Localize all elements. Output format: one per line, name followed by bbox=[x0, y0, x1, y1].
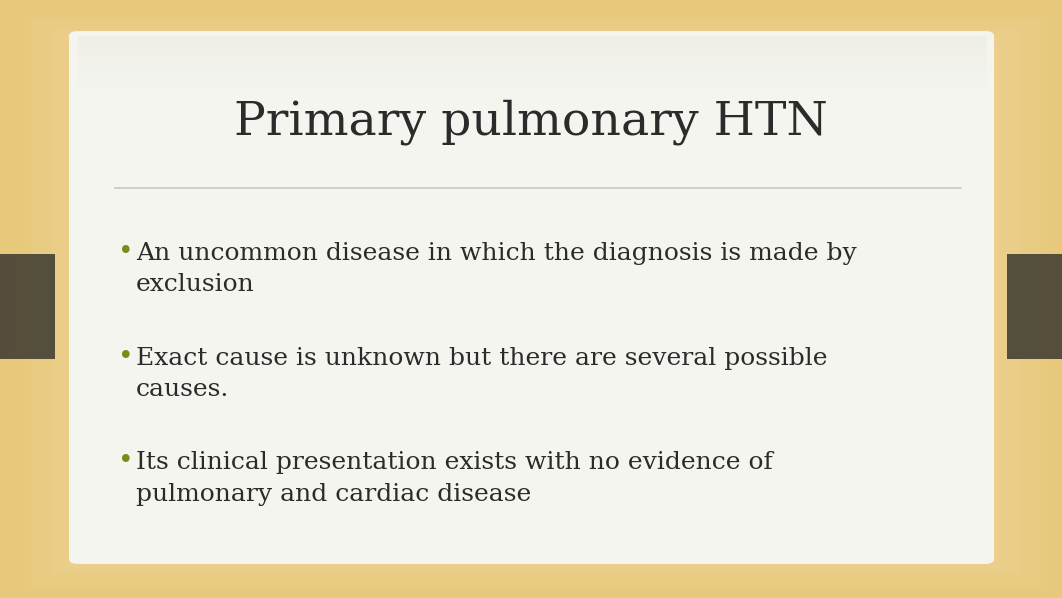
Text: •: • bbox=[118, 239, 133, 265]
Text: Exact cause is unknown but there are several possible
causes.: Exact cause is unknown but there are sev… bbox=[136, 347, 827, 401]
Text: An uncommon disease in which the diagnosis is made by
exclusion: An uncommon disease in which the diagnos… bbox=[136, 242, 857, 296]
Bar bbox=[0, 254, 55, 359]
Bar bbox=[1007, 254, 1062, 359]
Text: •: • bbox=[118, 344, 133, 370]
Text: Its clinical presentation exists with no evidence of
pulmonary and cardiac disea: Its clinical presentation exists with no… bbox=[136, 451, 773, 505]
Text: Primary pulmonary HTN: Primary pulmonary HTN bbox=[234, 100, 828, 145]
Text: •: • bbox=[118, 448, 133, 474]
FancyBboxPatch shape bbox=[69, 31, 994, 564]
